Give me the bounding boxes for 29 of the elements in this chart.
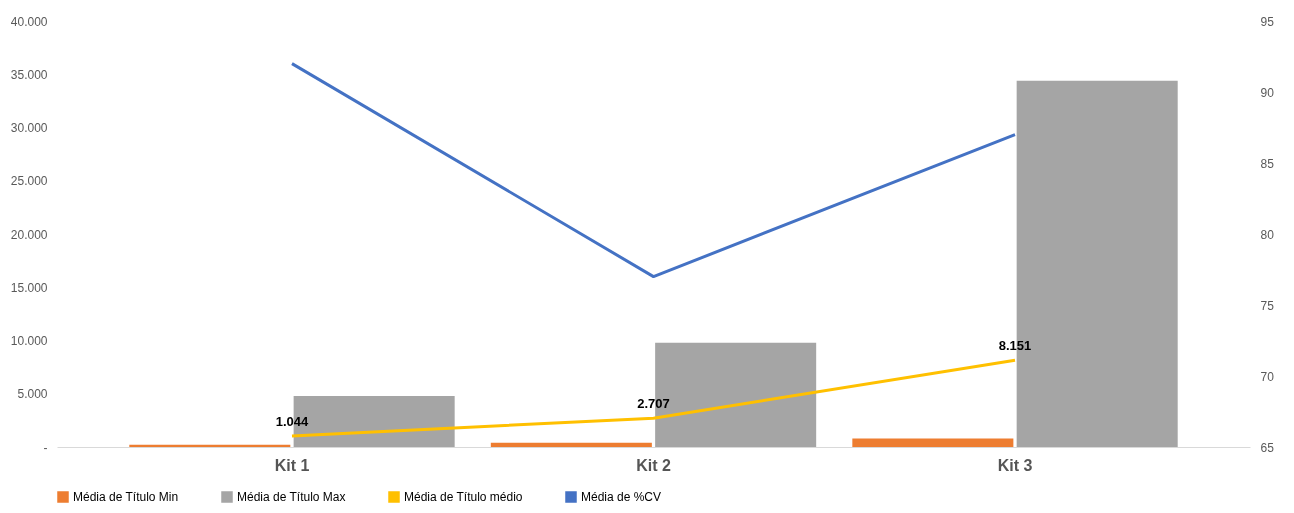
data-label: 8.151: [998, 338, 1032, 354]
y-tick-label: 5.000: [17, 387, 48, 402]
y-tick-label: 30.000: [10, 121, 48, 135]
x-tick-label: Kit 2: [636, 456, 671, 474]
y2-tick-label: 80: [1260, 227, 1275, 242]
y-tick-label: -: [43, 440, 48, 455]
bar: [490, 442, 652, 447]
legend-label: Média de %CV: [581, 490, 662, 504]
y-tick-label: 20.000: [10, 227, 48, 242]
y-tick-label: 10.000: [10, 334, 48, 348]
y-tick-label: 35.000: [10, 67, 48, 82]
bar: [852, 438, 1014, 447]
y-tick-label: 40.000: [10, 14, 48, 29]
y2-tick-label: 75: [1260, 298, 1275, 313]
x-tick-label: Kit 1: [274, 456, 310, 474]
bar: [129, 444, 291, 447]
y2-tick-label: 85: [1260, 156, 1275, 171]
y-tick-label: 15.000: [10, 280, 48, 295]
legend-label: Média de Título Max: [237, 490, 346, 504]
y2-tick-label: 65: [1260, 440, 1275, 455]
x-tick-label: Kit 3: [997, 456, 1033, 474]
y2-tick-label: 70: [1260, 369, 1275, 384]
y-tick-label: 25.000: [10, 174, 48, 189]
y2-tick-label: 95: [1260, 14, 1275, 29]
legend-label: Média de Título Min: [73, 490, 179, 504]
y2-tick-label: 90: [1260, 85, 1275, 100]
legend-label: Média de Título médio: [404, 490, 523, 504]
data-label: 2.707: [637, 396, 670, 412]
data-label: 1.044: [275, 413, 310, 429]
